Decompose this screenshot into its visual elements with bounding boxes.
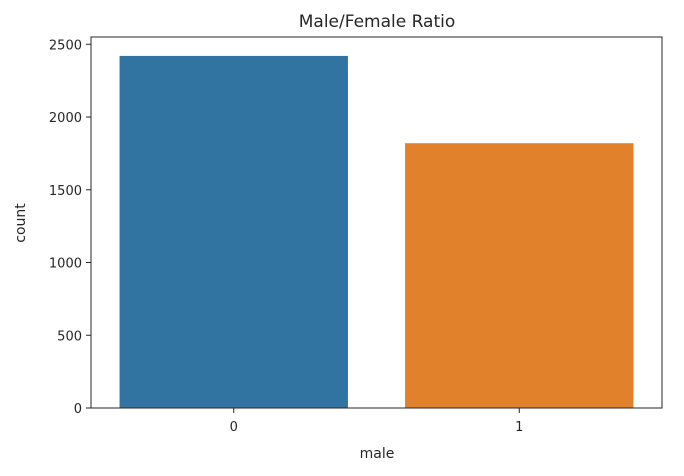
chart-title: Male/Female Ratio (299, 12, 456, 32)
y-tick-label: 2500 (49, 38, 82, 53)
y-tick-label: 1500 (49, 184, 82, 199)
y-tick-label: 0 (74, 402, 82, 417)
y-tick-label: 1000 (49, 257, 82, 272)
x-tick-label: 0 (230, 420, 238, 435)
x-tick-label: 1 (515, 420, 523, 435)
y-axis-label: count (13, 203, 29, 243)
bars-group (120, 56, 634, 408)
x-axis-label: male (360, 446, 395, 462)
y-axis: 0 500 1000 1500 2000 2500 (49, 38, 91, 417)
bar-1 (405, 143, 633, 408)
y-tick-label: 500 (57, 329, 82, 344)
bar-0 (120, 56, 348, 408)
y-tick-label: 2000 (49, 111, 82, 126)
